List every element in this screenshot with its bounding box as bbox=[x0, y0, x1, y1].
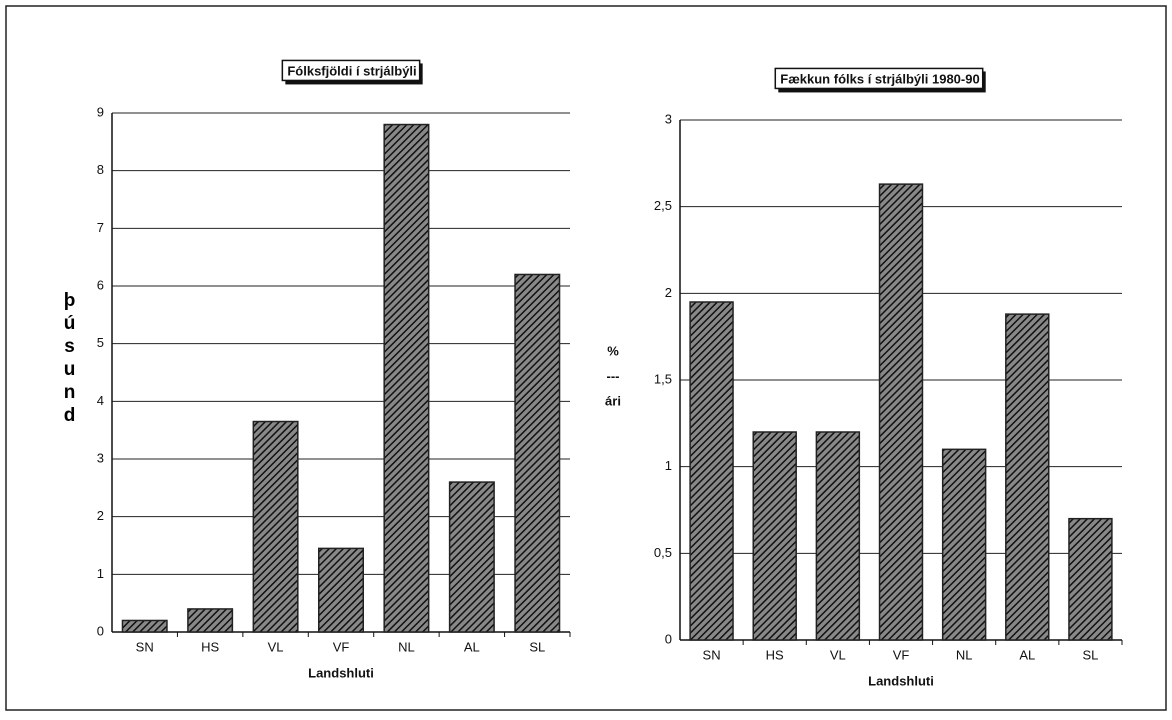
bar bbox=[1005, 313, 1050, 641]
x-tick-label: SL bbox=[1082, 647, 1098, 662]
title-box bbox=[281, 59, 421, 82]
y-tick-label: 2,5 bbox=[654, 198, 672, 213]
x-tick-label: VL bbox=[268, 639, 284, 654]
x-tick-label: NL bbox=[956, 647, 973, 662]
bar bbox=[187, 608, 234, 633]
chart-title: Fólksfjöldi í strjálbýli bbox=[287, 63, 416, 78]
x-axis-label: Landshluti bbox=[308, 665, 374, 680]
x-tick-label: SL bbox=[529, 639, 545, 654]
y-tick-label: 3 bbox=[97, 450, 104, 465]
y-tick-label: 0 bbox=[97, 623, 104, 638]
y-axis-label: --- bbox=[607, 368, 620, 383]
y-tick-label: 4 bbox=[97, 393, 104, 408]
bar bbox=[318, 547, 364, 633]
x-tick-label: NL bbox=[398, 639, 415, 654]
y-tick-label: 9 bbox=[97, 104, 104, 119]
x-axis-label: Landshluti bbox=[868, 673, 934, 688]
y-tick-label: 7 bbox=[97, 220, 104, 235]
y-tick-label: 5 bbox=[97, 335, 104, 350]
y-axis-label: þúsund bbox=[59, 290, 80, 428]
y-axis-label: % bbox=[607, 343, 619, 358]
bar bbox=[514, 273, 561, 633]
x-tick-label: VF bbox=[333, 639, 350, 654]
y-tick-label: 2 bbox=[97, 508, 104, 523]
bar bbox=[941, 448, 987, 641]
bar bbox=[121, 619, 168, 633]
y-tick-label: 3 bbox=[665, 111, 672, 126]
y-tick-label: 1 bbox=[97, 566, 104, 581]
x-tick-label: HS bbox=[766, 647, 784, 662]
y-tick-label: 0 bbox=[665, 631, 672, 646]
bar bbox=[448, 481, 495, 633]
y-tick-label: 1 bbox=[665, 458, 672, 473]
bar bbox=[383, 123, 430, 633]
bar bbox=[252, 420, 299, 633]
chart-title: Fækkun fólks í strjálbýli 1980-90 bbox=[780, 71, 979, 86]
x-tick-label: AL bbox=[1019, 647, 1035, 662]
y-tick-label: 0,5 bbox=[654, 545, 672, 560]
bar bbox=[752, 431, 797, 641]
title-box bbox=[774, 67, 984, 90]
bar bbox=[1068, 517, 1113, 641]
x-tick-label: SN bbox=[136, 639, 154, 654]
bar bbox=[689, 301, 734, 641]
x-tick-label: SN bbox=[703, 647, 721, 662]
x-tick-label: VF bbox=[893, 647, 910, 662]
frame bbox=[5, 5, 1167, 711]
y-tick-label: 2 bbox=[665, 285, 672, 300]
y-tick-label: 8 bbox=[97, 162, 104, 177]
x-tick-label: HS bbox=[201, 639, 219, 654]
x-tick-label: VL bbox=[830, 647, 846, 662]
bar bbox=[878, 183, 924, 641]
y-tick-label: 1,5 bbox=[654, 371, 672, 386]
y-axis-label: ári bbox=[605, 393, 621, 408]
bar bbox=[815, 431, 861, 641]
x-tick-label: AL bbox=[464, 639, 480, 654]
y-tick-label: 6 bbox=[97, 277, 104, 292]
